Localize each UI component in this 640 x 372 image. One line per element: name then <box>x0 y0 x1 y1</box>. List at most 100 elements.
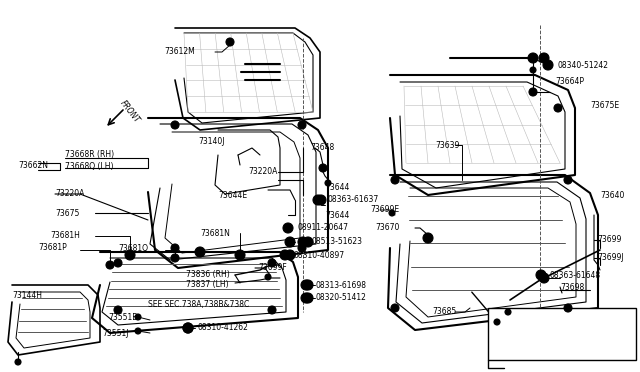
Text: 08363-61637: 08363-61637 <box>327 196 378 205</box>
Text: S: S <box>540 273 543 278</box>
Text: 73220A: 73220A <box>55 189 84 198</box>
Text: S: S <box>304 282 308 288</box>
Circle shape <box>171 244 179 252</box>
Text: S: S <box>531 55 535 61</box>
Circle shape <box>183 323 193 333</box>
Circle shape <box>195 247 205 257</box>
Text: 73551J: 73551J <box>102 328 129 337</box>
Text: S: S <box>186 326 189 330</box>
Text: 73670: 73670 <box>375 224 399 232</box>
Text: S: S <box>288 253 292 257</box>
Circle shape <box>303 237 313 247</box>
Circle shape <box>303 293 313 303</box>
Circle shape <box>536 270 546 280</box>
Circle shape <box>319 164 327 172</box>
Circle shape <box>298 121 306 129</box>
Text: S: S <box>307 240 310 244</box>
Circle shape <box>114 259 122 267</box>
Circle shape <box>529 88 537 96</box>
Text: SEE SEC.738A,738B&738C: SEE SEC.738A,738B&738C <box>148 301 249 310</box>
Circle shape <box>301 293 311 303</box>
Circle shape <box>543 60 553 70</box>
Circle shape <box>564 304 572 312</box>
Text: S: S <box>307 295 310 301</box>
Circle shape <box>235 250 245 260</box>
Text: N: N <box>286 225 290 231</box>
Text: 73681H: 73681H <box>50 231 80 240</box>
Text: 73699: 73699 <box>597 235 621 244</box>
Text: S: S <box>116 260 120 266</box>
Circle shape <box>564 176 572 184</box>
Text: S: S <box>304 295 308 301</box>
Text: 08911-20647: 08911-20647 <box>297 224 348 232</box>
Text: 73220A: 73220A <box>248 167 277 176</box>
Circle shape <box>528 53 538 63</box>
Text: 08310-41262: 08310-41262 <box>197 324 248 333</box>
Text: S: S <box>270 308 274 312</box>
Text: 08513-51623: 08513-51623 <box>312 237 363 247</box>
Circle shape <box>268 259 276 267</box>
Text: 08310-40897: 08310-40897 <box>294 250 345 260</box>
Text: 73648: 73648 <box>310 142 334 151</box>
Circle shape <box>135 314 141 320</box>
Circle shape <box>15 359 21 365</box>
Circle shape <box>539 273 549 283</box>
Text: S: S <box>542 276 546 280</box>
Circle shape <box>268 306 276 314</box>
Text: S: S <box>116 308 120 312</box>
Text: 08320-51412: 08320-51412 <box>315 294 366 302</box>
Text: 73685: 73685 <box>432 308 456 317</box>
Text: 73836 (RH): 73836 (RH) <box>186 269 230 279</box>
Text: S: S <box>542 55 546 61</box>
Circle shape <box>303 280 313 290</box>
Text: 73699F: 73699F <box>258 263 287 273</box>
Circle shape <box>280 250 290 260</box>
Circle shape <box>125 250 135 260</box>
Text: FRONT: FRONT <box>118 99 141 125</box>
Text: S: S <box>186 326 189 330</box>
Circle shape <box>298 237 308 247</box>
Text: 08340-51242: 08340-51242 <box>557 61 608 70</box>
Circle shape <box>391 304 399 312</box>
Circle shape <box>114 306 122 314</box>
Circle shape <box>539 53 549 63</box>
Text: S: S <box>547 62 550 67</box>
Text: 73140J: 73140J <box>198 138 225 147</box>
Circle shape <box>283 223 293 233</box>
Text: 73639: 73639 <box>435 141 460 150</box>
Circle shape <box>494 319 500 325</box>
Text: 73662N: 73662N <box>18 160 48 170</box>
Bar <box>488 308 636 360</box>
Circle shape <box>226 38 234 46</box>
Circle shape <box>389 210 395 216</box>
Text: S: S <box>307 282 310 288</box>
Text: 73668Q (LH): 73668Q (LH) <box>65 163 113 171</box>
Circle shape <box>285 250 295 260</box>
Text: 08313-61698: 08313-61698 <box>315 280 366 289</box>
Text: 73699E: 73699E <box>370 205 399 215</box>
Text: 73681P: 73681P <box>38 244 67 253</box>
Text: 73551E: 73551E <box>108 314 137 323</box>
Circle shape <box>106 261 114 269</box>
Text: FOR AUTO ANTENNA: FOR AUTO ANTENNA <box>502 326 580 334</box>
Circle shape <box>423 233 433 243</box>
Text: N: N <box>288 240 292 244</box>
Circle shape <box>171 254 179 262</box>
Circle shape <box>313 195 323 205</box>
Circle shape <box>171 121 179 129</box>
Text: S: S <box>270 260 274 266</box>
Circle shape <box>391 176 399 184</box>
Text: 73699J: 73699J <box>597 253 623 263</box>
Text: S: S <box>284 253 287 257</box>
Text: 73681Q: 73681Q <box>118 244 148 253</box>
Text: 73644: 73644 <box>325 183 349 192</box>
Text: 73837 (LH): 73837 (LH) <box>186 280 228 289</box>
Circle shape <box>135 328 141 334</box>
Text: 73664P: 73664P <box>555 77 584 87</box>
Text: 08363-61648: 08363-61648 <box>550 270 601 279</box>
Text: S: S <box>319 198 323 202</box>
Text: 73668R (RH): 73668R (RH) <box>65 151 114 160</box>
Circle shape <box>285 237 295 247</box>
Circle shape <box>265 274 271 280</box>
Text: 73698: 73698 <box>560 283 584 292</box>
